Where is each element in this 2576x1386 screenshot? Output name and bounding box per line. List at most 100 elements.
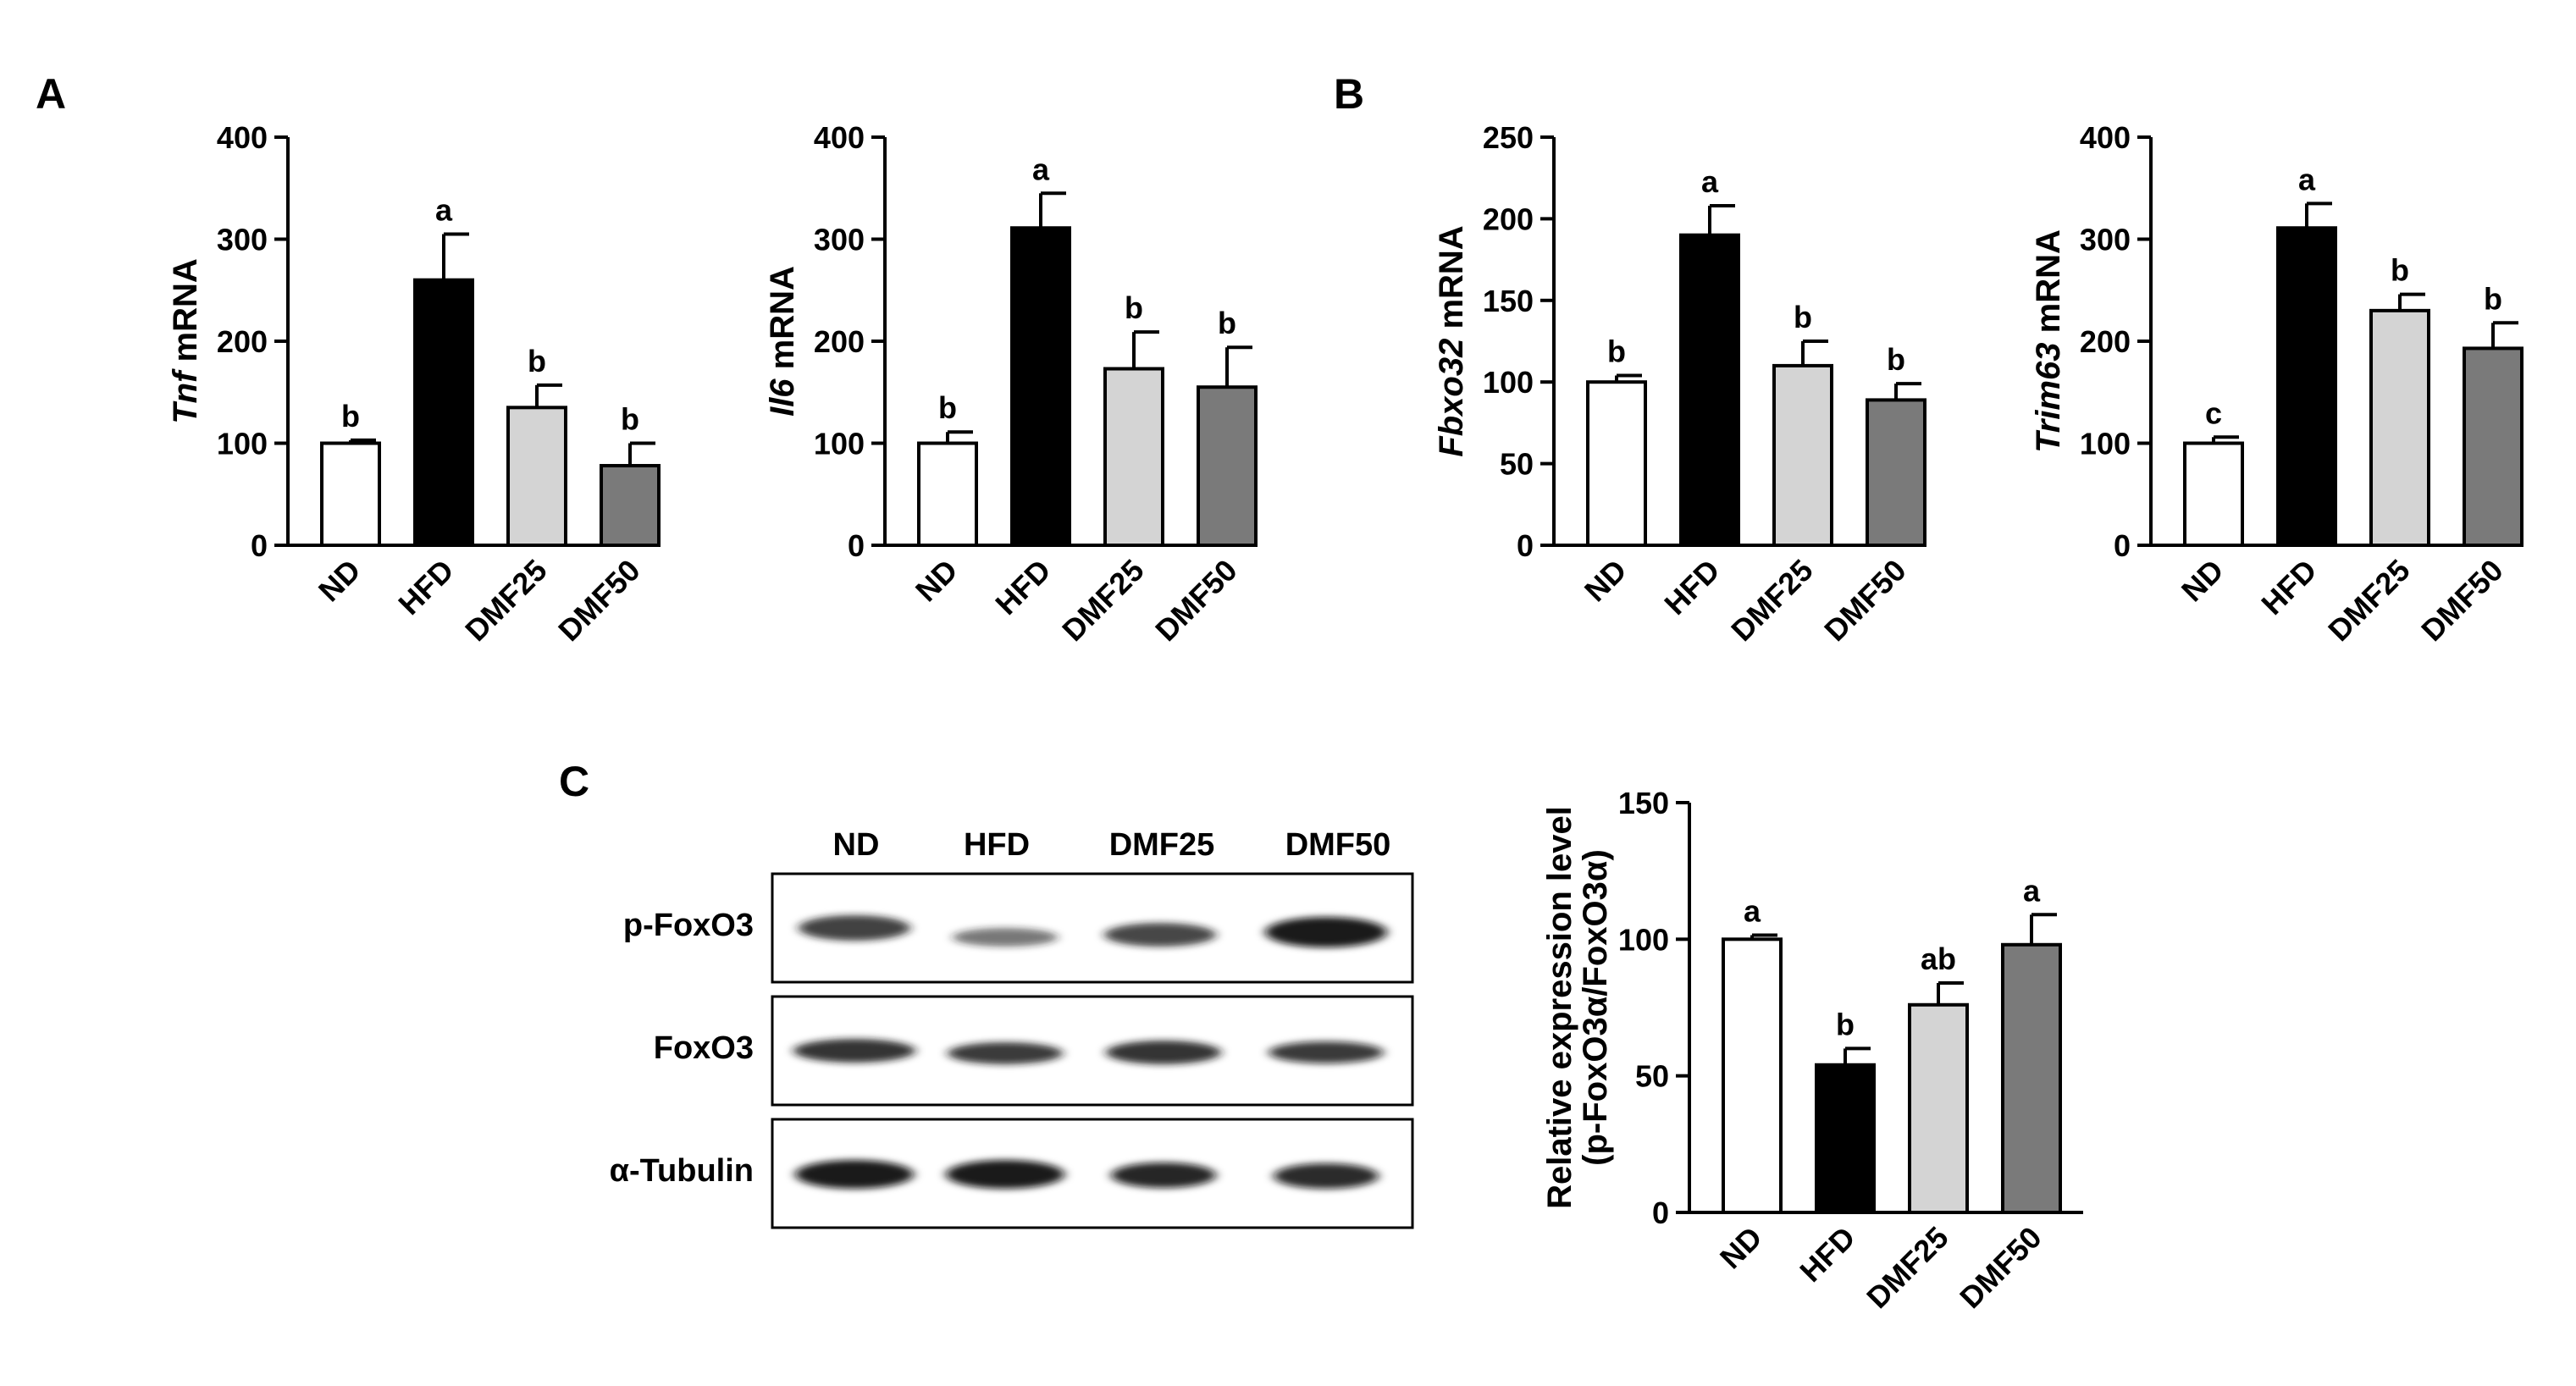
y-axis-title-unit: mRNA	[2030, 229, 2067, 342]
bar-dmf25	[1908, 1002, 1969, 1214]
chart-tnf-mrna: 0 100 200 300 400 b ND a HFD b DMF25 b DMF50 Tnf mRNA	[167, 120, 661, 648]
bar-nd	[917, 441, 978, 547]
y-axis-title-unit: mRNA	[1433, 225, 1470, 338]
x-tick-label-hfd: HFD	[988, 553, 1057, 621]
y-tick-label-100: 100	[1618, 922, 1669, 957]
y-tick-label-250: 250	[1483, 120, 1534, 155]
x-tick-label-hfd: HFD	[391, 553, 460, 621]
bar-dmf25	[2369, 308, 2430, 547]
significance-label-hfd: a	[1032, 152, 1050, 186]
bar-dmf25	[1103, 367, 1164, 547]
wb-band-p-foxo3-hfd	[953, 928, 1058, 947]
wb-row-label-p-foxo3: p-FoxO3	[623, 908, 754, 943]
significance-label-dmf50: b	[2484, 281, 2502, 316]
bar-hfd	[2276, 226, 2337, 547]
bar-dmf50	[1866, 398, 1926, 547]
wb-band-alpha-tubulin-dmf50	[1274, 1163, 1379, 1189]
x-tick-label-hfd: HFD	[2254, 553, 2323, 621]
bar-hfd	[1815, 1063, 1876, 1215]
x-tick-label-dmf25: DMF25	[1724, 553, 1819, 648]
significance-label-hfd: a	[1701, 164, 1719, 199]
y-axis-title-line-2: (p-FoxO3α/FoxO3α)	[1577, 849, 1614, 1166]
significance-label-dmf25: b	[1125, 290, 1143, 325]
x-tick-label-nd: ND	[1578, 553, 1633, 609]
y-tick-label-0: 0	[251, 528, 268, 563]
significance-label-nd: c	[2205, 395, 2222, 430]
y-tick-label-200: 200	[2080, 324, 2131, 359]
significance-label-dmf25: ab	[1921, 941, 1956, 976]
y-axis-title-gene: Tnf	[167, 368, 204, 424]
chart-il6-mrna: 0 100 200 300 400 b ND a HFD b DMF25 b DMF50 Il6 mRNA	[764, 120, 1258, 648]
wb-band-alpha-tubulin-nd	[795, 1160, 914, 1189]
wb-lane-label-nd: ND	[833, 827, 880, 863]
bar-hfd	[1679, 233, 1740, 547]
bar-nd	[1722, 937, 1783, 1215]
y-axis-title-line-1: Relative expression level	[1541, 806, 1578, 1209]
wb-band-p-foxo3-dmf25	[1104, 923, 1216, 947]
y-axis-title: Trim63 mRNA	[2030, 229, 2067, 453]
chart-fbxo32-mrna: 0 50 100 150 200 250 b ND a HFD b DMF25 b DMF50 Fbxo32…	[1433, 120, 1926, 648]
y-tick-label-150: 150	[1618, 786, 1669, 820]
x-tick-label-nd: ND	[2175, 553, 2231, 609]
y-tick-label-50: 50	[1500, 447, 1534, 482]
y-tick-label-100: 100	[2080, 427, 2131, 461]
x-tick-label-dmf25: DMF25	[1860, 1220, 1954, 1315]
x-tick-label-nd: ND	[909, 553, 965, 609]
y-tick-label-100: 100	[217, 427, 268, 461]
y-tick-label-400: 400	[217, 120, 268, 155]
bar-nd	[2183, 441, 2244, 547]
x-tick-label-dmf50: DMF50	[2414, 553, 2509, 648]
y-axis-title: Fbxo32 mRNA	[1433, 225, 1470, 456]
panel-label-b: B	[1334, 70, 1364, 118]
wb-row-label-foxo3: FoxO3	[654, 1030, 754, 1066]
wb-lane-label-hfd: HFD	[964, 827, 1030, 863]
y-tick-label-50: 50	[1635, 1059, 1669, 1094]
y-tick-label-200: 200	[1483, 202, 1534, 236]
y-axis-title-unit: mRNA	[764, 266, 801, 378]
x-tick-label-dmf50: DMF50	[1953, 1220, 2048, 1315]
x-tick-label-nd: ND	[312, 553, 368, 609]
x-tick-label-dmf50: DMF50	[1148, 553, 1243, 648]
western-blot: ND HFD DMF25 DMF50 p-FoxO3 FoxO3 α-Tubul…	[610, 827, 1414, 1229]
significance-label-dmf50: b	[621, 402, 639, 437]
significance-label-nd: b	[341, 399, 360, 433]
wb-band-p-foxo3-dmf50	[1265, 917, 1387, 947]
y-axis-title-gene: Il6	[764, 378, 801, 417]
wb-band-alpha-tubulin-dmf25	[1111, 1162, 1216, 1188]
y-tick-label-0: 0	[1517, 528, 1534, 563]
y-tick-label-200: 200	[217, 324, 268, 359]
significance-label-nd: b	[938, 390, 957, 425]
x-tick-label-dmf25: DMF25	[1055, 553, 1150, 648]
significance-label-dmf50: a	[2023, 873, 2041, 908]
y-tick-label-100: 100	[1483, 365, 1534, 400]
x-tick-label-nd: ND	[1713, 1220, 1769, 1276]
y-tick-label-300: 300	[217, 223, 268, 257]
bar-dmf50	[2463, 346, 2523, 547]
significance-label-dmf25: b	[528, 344, 546, 378]
chart-trim63-mrna: 0 100 200 300 400 c ND a HFD b DMF25 b DMF50 Trim63 m…	[2030, 120, 2523, 648]
bar-dmf50	[1197, 385, 1258, 547]
x-tick-label-hfd: HFD	[1657, 553, 1726, 621]
bar-nd	[320, 441, 381, 547]
bar-nd	[1586, 380, 1647, 548]
panel-label-c: C	[559, 758, 589, 805]
x-tick-label-dmf25: DMF25	[2321, 553, 2416, 648]
bar-hfd	[1010, 226, 1071, 547]
y-tick-label-400: 400	[814, 120, 865, 155]
y-tick-label-0: 0	[1652, 1195, 1669, 1230]
wb-row-label-alpha-tubulin: α-Tubulin	[610, 1153, 754, 1189]
wb-lane-label-dmf25: DMF25	[1109, 827, 1215, 863]
wb-band-foxo3-dmf50	[1269, 1041, 1384, 1063]
significance-label-dmf25: b	[1794, 300, 1812, 334]
y-tick-label-100: 100	[814, 427, 865, 461]
wb-band-foxo3-nd	[793, 1039, 915, 1063]
y-axis-title-unit: mRNA	[167, 258, 204, 371]
significance-label-dmf25: b	[2391, 253, 2409, 288]
significance-label-hfd: a	[2298, 162, 2316, 196]
x-tick-label-dmf50: DMF50	[551, 553, 646, 648]
wb-band-foxo3-dmf25	[1106, 1041, 1221, 1064]
y-tick-label-150: 150	[1483, 284, 1534, 318]
y-tick-label-300: 300	[2080, 223, 2131, 257]
y-tick-label-400: 400	[2080, 120, 2131, 155]
